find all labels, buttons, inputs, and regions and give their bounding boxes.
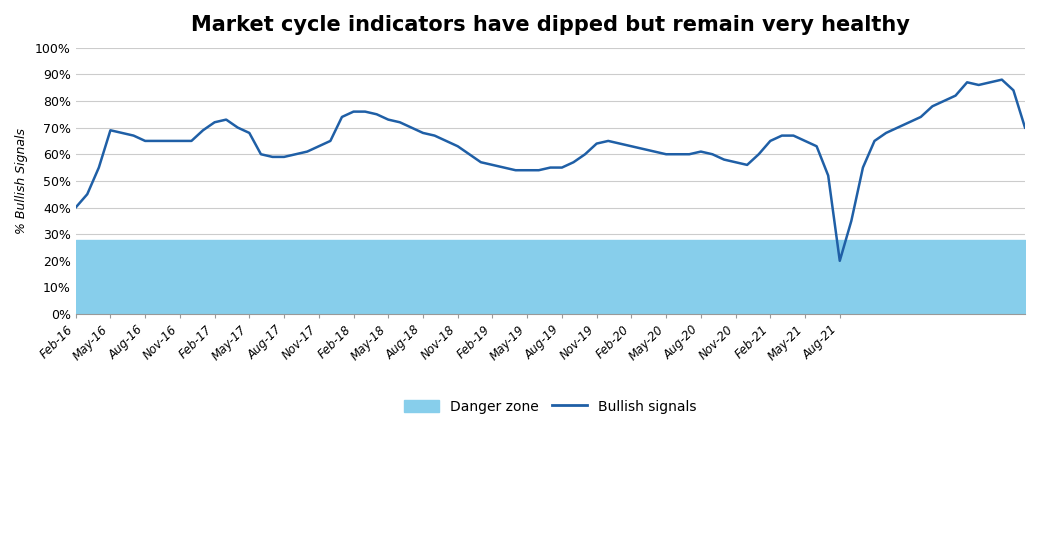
Title: Market cycle indicators have dipped but remain very healthy: Market cycle indicators have dipped but … [191,15,910,35]
Y-axis label: % Bullish Signals: % Bullish Signals [15,128,28,234]
Legend: Danger zone, Bullish signals: Danger zone, Bullish signals [398,394,702,419]
